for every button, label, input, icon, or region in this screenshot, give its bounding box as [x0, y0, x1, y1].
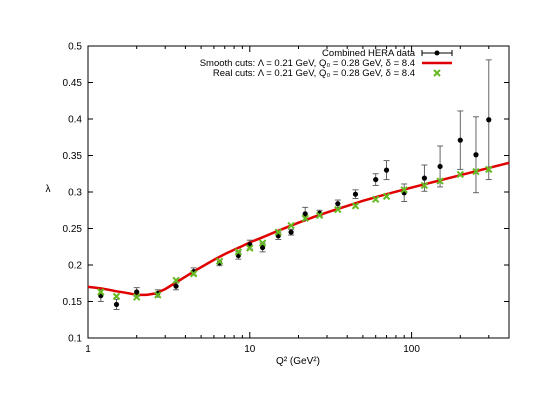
data-marker — [437, 163, 443, 170]
y-tick-label: 0.5 — [68, 42, 82, 53]
real-cuts-point — [97, 288, 105, 296]
data-marker — [352, 191, 359, 197]
data-marker — [473, 152, 479, 158]
data-marker — [457, 137, 463, 143]
data-marker — [302, 211, 308, 217]
y-axis-label: λ — [46, 184, 51, 195]
real-cuts-point — [485, 165, 493, 174]
data-point — [472, 116, 479, 194]
data-marker — [335, 201, 341, 207]
data-point — [457, 110, 464, 170]
data-marker — [113, 301, 120, 308]
data-point — [383, 160, 390, 181]
data-point — [113, 298, 120, 310]
legend-entry-data: Combined HERA data — [322, 48, 416, 59]
legend-entry-smooth: Smooth cuts: Λ = 0.21 GeV, Q₀ = 0.28 GeV… — [200, 58, 415, 69]
real-cuts-point — [132, 293, 141, 301]
y-tick-label: 0.3 — [68, 188, 82, 199]
y-tick-label: 0.2 — [68, 261, 82, 272]
smooth-cuts-curve — [87, 161, 510, 297]
real-cuts-point — [436, 177, 444, 185]
y-tick-label: 0.1 — [68, 334, 82, 345]
data-point — [372, 173, 379, 186]
real-cuts-point — [371, 195, 380, 204]
axis-ticks: 0.1 0.15 0.2 0.25 0.3 0.35 0.4 0.45 0.5 1 10 100 — [63, 42, 510, 355]
model-curve-layer — [87, 161, 510, 297]
real-cuts-point — [287, 221, 295, 230]
model-points-layer — [97, 165, 493, 301]
x-tick-label: 10 — [244, 344, 256, 355]
x-tick-label: 1 — [85, 344, 91, 355]
real-cuts-point — [315, 211, 324, 220]
data-point — [173, 282, 180, 291]
y-tick-label: 0.45 — [63, 78, 83, 89]
data-marker — [486, 117, 492, 123]
data-point — [259, 242, 266, 253]
real-cuts-point — [420, 181, 429, 190]
real-cuts-point — [172, 276, 180, 285]
data-marker — [173, 283, 179, 289]
real-cuts-point — [400, 186, 408, 194]
y-tick-label: 0.4 — [68, 115, 82, 126]
real-cuts-point — [456, 170, 465, 179]
data-point — [352, 189, 359, 200]
x-tick-label: 100 — [403, 344, 420, 355]
real-cuts-point — [334, 205, 342, 214]
legend-entry-real: Real cuts: Λ = 0.21 GeV, Q₀ = 0.28 GeV, … — [213, 68, 415, 79]
data-point — [485, 59, 492, 181]
data-points-layer — [97, 59, 492, 310]
data-point — [288, 228, 295, 236]
y-tick-label: 0.15 — [63, 297, 83, 308]
x-axis-label: Q² (GeV²) — [276, 356, 320, 367]
data-marker — [373, 176, 379, 183]
data-marker — [260, 244, 266, 251]
real-cuts-point — [301, 214, 309, 222]
data-marker — [288, 229, 294, 235]
real-cuts-point — [112, 292, 121, 301]
real-cuts-point — [215, 257, 224, 266]
real-cuts-point — [351, 202, 360, 210]
data-marker — [421, 175, 428, 181]
data-marker — [134, 289, 140, 295]
data-point — [421, 164, 428, 192]
real-cuts-point — [234, 248, 243, 256]
real-cuts-point — [189, 270, 198, 278]
real-cuts-point — [246, 244, 254, 252]
real-cuts-point — [154, 291, 162, 299]
y-tick-label: 0.25 — [63, 224, 83, 235]
data-point — [334, 199, 341, 208]
real-cuts-point — [274, 228, 282, 236]
legend-symbol-data — [421, 50, 453, 56]
real-cuts-point — [472, 167, 480, 176]
real-cuts-point — [382, 192, 391, 201]
data-marker — [383, 167, 390, 173]
legend: Combined HERA data Smooth cuts: Λ = 0.21… — [200, 48, 453, 79]
y-tick-label: 0.35 — [63, 151, 83, 162]
real-cuts-point — [258, 239, 267, 247]
legend-symbol-real — [433, 69, 441, 77]
